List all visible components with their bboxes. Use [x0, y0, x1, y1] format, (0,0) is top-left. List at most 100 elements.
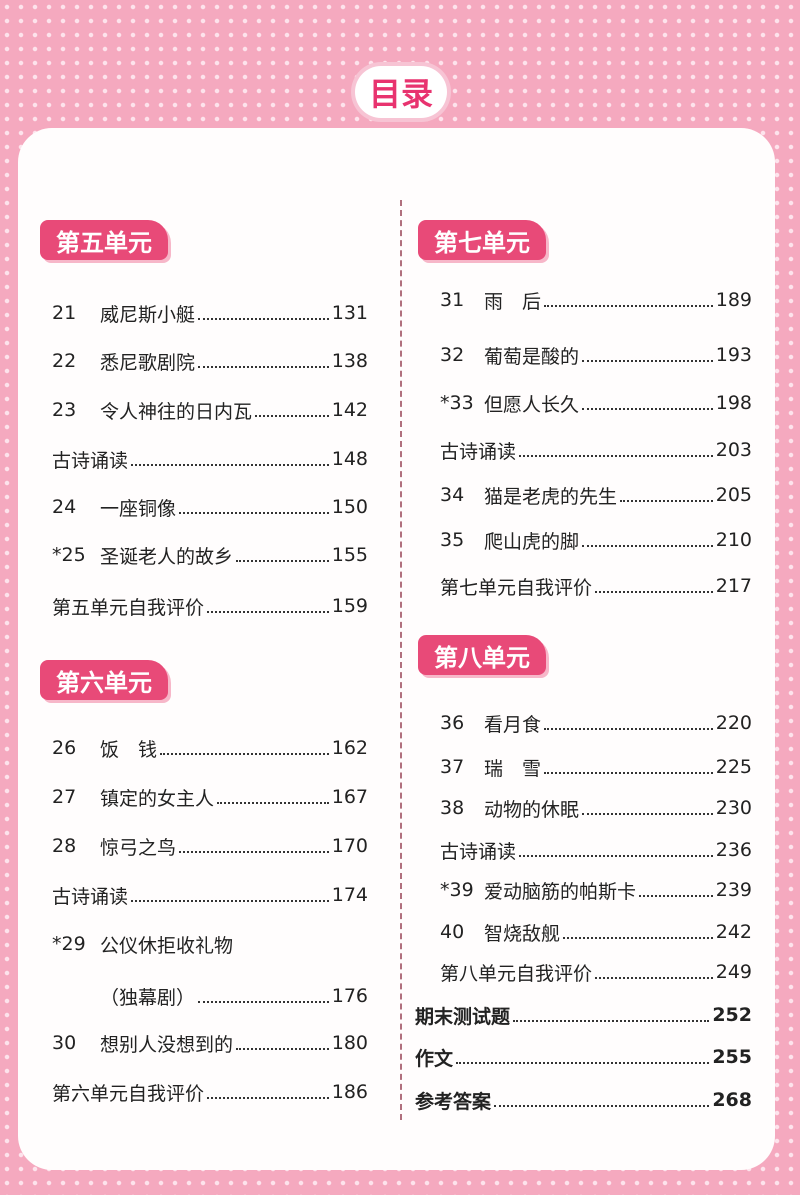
toc-entry: 28 惊弓之鸟 170	[52, 831, 368, 861]
entry-title: 作文	[415, 1047, 454, 1070]
toc-entry: *33 但愿人长久 198	[440, 388, 752, 418]
entry-title: 爬山虎的脚	[484, 530, 580, 553]
dot-leader	[207, 1097, 329, 1099]
entry-number: 24	[52, 496, 77, 518]
entry-title: 饭 钱	[100, 738, 158, 761]
entry-page: 162	[331, 737, 368, 759]
entry-number: 36	[440, 712, 465, 734]
entry-page: 170	[331, 835, 368, 857]
panel	[18, 128, 775, 1170]
divider	[400, 200, 402, 1120]
dot-leader	[519, 455, 713, 457]
dot-leader	[582, 813, 713, 815]
entry-page: 131	[331, 302, 368, 324]
dot-leader	[595, 977, 713, 979]
dot-leader	[620, 500, 713, 502]
entry-title: 爱动脑筋的帕斯卡	[484, 880, 637, 903]
entry-page: 159	[331, 595, 368, 617]
entry-page: 193	[715, 344, 752, 366]
toc-entry: 第六单元自我评价 186	[52, 1077, 368, 1107]
dot-leader	[131, 900, 329, 902]
entry-page: 220	[715, 712, 752, 734]
entry-title: 参考答案	[415, 1090, 492, 1113]
entry-title: 期末测试题	[415, 1005, 511, 1028]
section-heading: 第八单元	[418, 635, 546, 675]
toc-entry: 26 饭 钱 162	[52, 733, 368, 763]
toc-entry: 40 智烧敌舰 242	[440, 917, 752, 947]
toc-entry: 古诗诵读 236	[440, 835, 752, 865]
entry-page: 255	[712, 1046, 752, 1068]
toc-entry: 22 悉尼歌剧院 138	[52, 346, 368, 376]
entry-title: 一座铜像	[100, 497, 177, 520]
toc-entry: 35 爬山虎的脚 210	[440, 525, 752, 555]
entry-title: 古诗诵读	[52, 449, 129, 472]
toc-entry: （独幕剧） 176	[100, 981, 368, 1011]
dot-leader	[639, 895, 713, 897]
entry-page: 239	[715, 879, 752, 901]
entry-title: 古诗诵读	[440, 440, 517, 463]
entry-title: 雨 后	[484, 290, 542, 313]
entry-page: 205	[715, 484, 752, 506]
entry-number: 40	[440, 921, 465, 943]
toc-entry: 古诗诵读 174	[52, 880, 368, 910]
dot-leader	[544, 305, 713, 307]
entry-title: 第八单元自我评价	[440, 962, 593, 985]
entry-page: 138	[331, 350, 368, 372]
entry-page: 210	[715, 529, 752, 551]
dot-leader	[160, 753, 329, 755]
entry-number: *33	[440, 392, 474, 414]
dot-leader	[255, 415, 329, 417]
entry-title: 第五单元自我评价	[52, 596, 205, 619]
dot-leader	[131, 464, 329, 466]
toc-entry: 31 雨 后 189	[440, 285, 752, 315]
entry-title: 第七单元自我评价	[440, 576, 593, 599]
entry-page: 180	[331, 1032, 368, 1054]
entry-page: 225	[715, 756, 752, 778]
section-heading: 第六单元	[40, 660, 168, 700]
entry-title: 令人神往的日内瓦	[100, 400, 253, 423]
toc-entry: 古诗诵读 203	[440, 435, 752, 465]
toc-entry: 27 镇定的女主人 167	[52, 782, 368, 812]
toc-entry: *39 爱动脑筋的帕斯卡 239	[440, 875, 752, 905]
dot-leader	[519, 855, 713, 857]
entry-title: 葡萄是酸的	[484, 345, 580, 368]
toc-entry: 参考答案 268	[415, 1085, 752, 1115]
dot-leader	[456, 1062, 710, 1064]
dot-leader	[236, 1048, 329, 1050]
entry-page: 236	[715, 839, 752, 861]
entry-number: 28	[52, 835, 77, 857]
entry-number: *29	[52, 933, 86, 955]
toc-entry: 古诗诵读 148	[52, 444, 368, 474]
toc-entry: 24 一座铜像 150	[52, 492, 368, 522]
dot-leader	[595, 591, 713, 593]
entry-number: *39	[440, 879, 474, 901]
dot-leader	[513, 1020, 710, 1022]
dot-leader	[563, 937, 713, 939]
entry-number: 22	[52, 350, 77, 372]
entry-title: 惊弓之鸟	[100, 836, 177, 859]
entry-number: 23	[52, 399, 77, 421]
entry-number: 34	[440, 484, 465, 506]
dot-leader	[544, 772, 713, 774]
entry-page: 252	[712, 1004, 752, 1026]
entry-page: 150	[331, 496, 368, 518]
entry-number: 37	[440, 756, 465, 778]
entry-title: 第六单元自我评价	[52, 1082, 205, 1105]
dot-leader	[582, 408, 713, 410]
dot-leader	[217, 802, 329, 804]
dot-leader	[198, 366, 329, 368]
toc-entry: 第五单元自我评价 159	[52, 591, 368, 621]
entry-page: 217	[715, 575, 752, 597]
entry-page: 155	[331, 544, 368, 566]
dot-leader	[179, 851, 329, 853]
entry-title: 看月食	[484, 713, 542, 736]
toc-entry: 32 葡萄是酸的 193	[440, 340, 752, 370]
entry-title: 智烧敌舰	[484, 922, 561, 945]
entry-title: 古诗诵读	[440, 840, 517, 863]
section-heading: 第五单元	[40, 220, 168, 260]
dot-leader	[198, 1001, 329, 1003]
entry-title: 悉尼歌剧院	[100, 351, 196, 374]
entry-number: 38	[440, 797, 465, 819]
entry-title: 古诗诵读	[52, 885, 129, 908]
